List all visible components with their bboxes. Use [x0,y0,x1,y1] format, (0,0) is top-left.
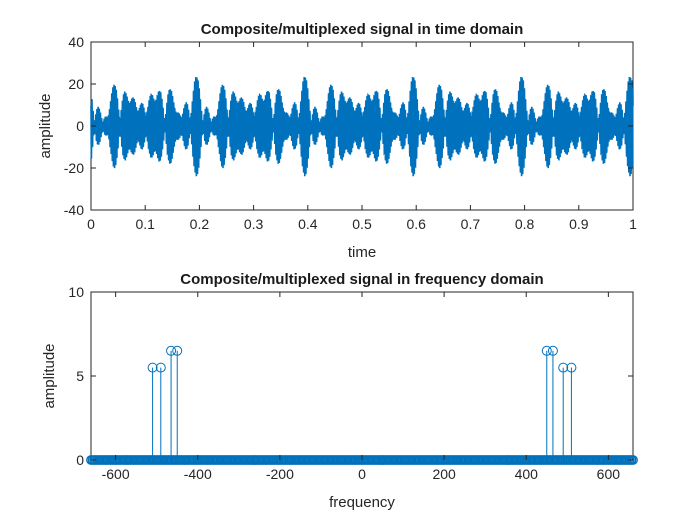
peak-marker [147,362,158,373]
x-tick-label: -200 [266,466,294,482]
freq-plot-title: Composite/multiplexed signal in frequenc… [180,271,543,288]
x-tick-label: 0 [358,466,366,482]
x-tick-label: 0.1 [135,216,155,232]
x-tick-label: 0.7 [461,216,481,232]
y-tick-label: 0 [76,118,84,134]
peak-marker [547,345,558,356]
freq-y-ticks: 0 5 10 [68,284,633,468]
freq-x-ticks: -600 -400 -200 0 200 400 600 [102,292,621,482]
y-tick-label: -40 [64,202,84,218]
peak-marker [558,362,569,373]
peak-marker [166,345,177,356]
time-y-ticks: -40 -20 0 20 40 [64,34,633,218]
x-tick-label: 0.2 [190,216,210,232]
x-tick-label: 0.6 [406,216,426,232]
time-x-ticks: 0 0.1 0.2 0.3 0.4 0.5 0.6 0.7 0.8 0.9 1 [87,42,637,232]
freq-plot-frame [90,291,634,461]
x-tick-label: 0.5 [352,216,372,232]
time-plot-title: Composite/multiplexed signal in time dom… [201,21,524,38]
time-x-axis-label: time [348,244,376,261]
peak-marker [172,345,183,356]
x-tick-label: 200 [432,466,456,482]
x-tick-label: 0.9 [569,216,589,232]
y-tick-label: 10 [68,284,84,300]
frequency-domain-plot: -600 -400 -200 0 200 400 600 0 5 10 Composite/mu… [41,271,638,511]
y-tick-label: 40 [68,34,84,50]
freq-stems [86,345,638,465]
x-tick-label: 400 [515,466,539,482]
x-tick-label: 0 [87,216,95,232]
freq-y-axis-label: amplitude [41,343,58,408]
peak-marker [541,345,552,356]
y-tick-label: 5 [76,368,84,384]
x-tick-label: 0.3 [244,216,264,232]
x-tick-label: 0.4 [298,216,318,232]
freq-x-axis-label: frequency [329,494,395,511]
y-tick-label: -20 [64,160,84,176]
x-tick-label: 0.8 [515,216,535,232]
time-y-axis-label: amplitude [37,93,54,158]
peak-marker [566,362,577,373]
x-tick-label: 1 [629,216,637,232]
x-tick-label: -600 [102,466,130,482]
y-tick-label: 0 [76,452,84,468]
time-signal-line [90,77,634,177]
y-tick-label: 20 [68,76,84,92]
x-tick-label: 600 [597,466,621,482]
time-domain-plot: 0 0.1 0.2 0.3 0.4 0.5 0.6 0.7 0.8 0.9 1 -40 -20 0 20 4… [37,21,637,261]
x-tick-label: -400 [184,466,212,482]
peak-marker [155,362,166,373]
time-signal-trace [90,77,634,177]
